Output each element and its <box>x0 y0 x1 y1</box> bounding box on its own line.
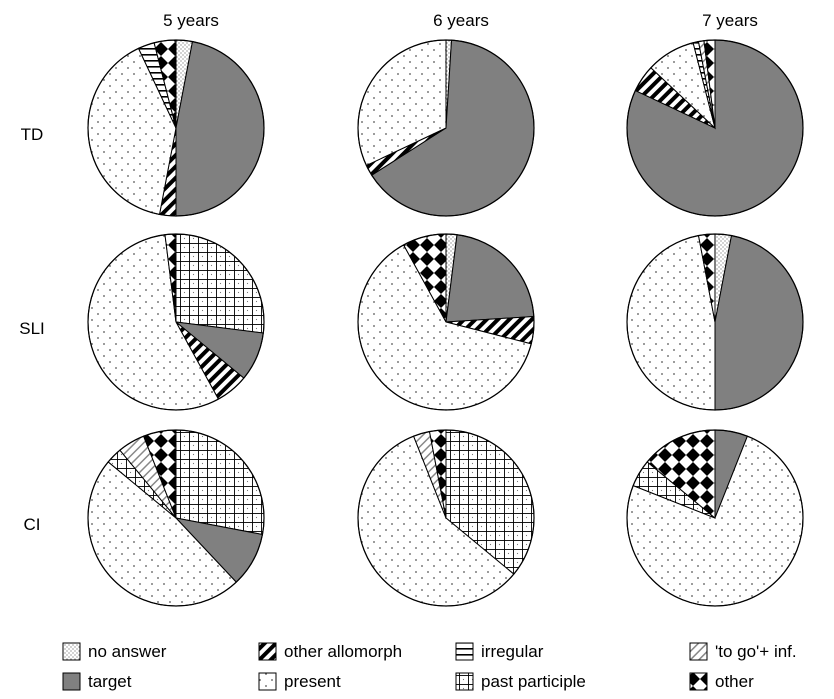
legend-item-other-allomorph: other allomorph <box>259 642 402 661</box>
pie-slice-target <box>176 42 264 216</box>
legend-swatch-other <box>690 673 707 690</box>
legend-item-to-go-inf: 'to go'+ inf. <box>690 642 797 661</box>
legend-swatch-past-participle <box>456 673 473 690</box>
pie-slice-target <box>446 235 534 322</box>
legend-swatch-other-allomorph <box>259 643 276 660</box>
legend-swatch-present <box>259 673 276 690</box>
pie-td-6 <box>358 40 534 216</box>
legend-swatch-target <box>63 673 80 690</box>
legend-item-present: present <box>259 672 341 691</box>
pie-td-5 <box>88 40 264 216</box>
legend-swatch-no-answer <box>63 643 80 660</box>
legend-label: other <box>715 672 754 691</box>
pie-ci-6 <box>358 430 534 606</box>
row-title-ci: CI <box>24 515 41 534</box>
legend-label: 'to go'+ inf. <box>715 642 797 661</box>
pie-slice-target <box>715 236 803 410</box>
pie-slice-past-participle <box>176 430 264 534</box>
legend-label: past participle <box>481 672 586 691</box>
legend-item-target: target <box>63 672 132 691</box>
legend-item-irregular: irregular <box>456 642 544 661</box>
column-title-1: 5 years <box>163 11 219 30</box>
legend-label: irregular <box>481 642 544 661</box>
legend-item-past-participle: past participle <box>456 672 586 691</box>
row-title-sli: SLI <box>19 319 45 338</box>
pie-slice-past-participle <box>176 234 264 333</box>
legend-item-other: other <box>690 672 754 691</box>
column-title-2: 6 years <box>433 11 489 30</box>
legend-label: no answer <box>88 642 167 661</box>
legend-swatch-to-go-inf <box>690 643 707 660</box>
pie-td-7 <box>627 40 803 216</box>
pie-sli-6 <box>358 234 534 410</box>
legend-swatch-irregular <box>456 643 473 660</box>
column-title-3: 7 years <box>702 11 758 30</box>
legend-label: target <box>88 672 132 691</box>
pie-sli-7 <box>627 234 803 410</box>
legend-label: other allomorph <box>284 642 402 661</box>
pie-ci-7 <box>627 430 803 606</box>
pie-ci-5 <box>88 430 264 606</box>
legend-item-no-answer: no answer <box>63 642 167 661</box>
pie-sli-5 <box>88 234 264 410</box>
legend-label: present <box>284 672 341 691</box>
row-title-td: TD <box>21 125 44 144</box>
pie-slice-present <box>627 236 715 410</box>
